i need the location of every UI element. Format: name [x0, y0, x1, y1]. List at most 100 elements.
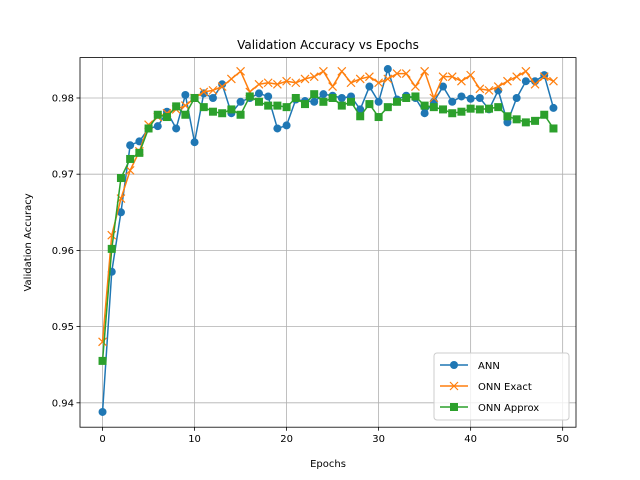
ann-point — [172, 124, 181, 133]
onn-approx-legend-label: ONN Approx — [478, 403, 539, 414]
onn-approx-point — [328, 93, 337, 102]
ann-point — [310, 97, 319, 106]
ann-point — [457, 92, 466, 101]
onn-approx-point — [310, 90, 319, 99]
onn-approx-point — [494, 103, 503, 112]
onn-approx-point — [549, 124, 558, 133]
ann-legend-marker — [450, 361, 458, 369]
onn-approx-point — [383, 103, 392, 112]
onn-approx-point — [236, 110, 245, 119]
onn-exact-point — [374, 78, 384, 88]
onn-exact-point — [484, 85, 494, 95]
onn-approx-series — [98, 90, 558, 365]
onn-approx-point — [181, 110, 190, 119]
onn-approx-point — [374, 113, 383, 122]
plot-series — [98, 65, 558, 416]
onn-approx-point — [475, 105, 484, 114]
onn-approx-point — [126, 154, 135, 163]
ann-point — [420, 109, 429, 118]
onn-approx-point — [540, 110, 549, 119]
onn-approx-point — [337, 101, 346, 110]
ann-point — [153, 122, 162, 131]
onn-approx-point — [347, 97, 356, 106]
ann-point — [319, 90, 328, 99]
x-tick-label: 10 — [188, 434, 201, 445]
ann-point — [282, 121, 291, 130]
y-tick-label: 0.96 — [52, 246, 74, 257]
ann-point — [116, 208, 125, 217]
y-tick-label: 0.98 — [52, 93, 74, 104]
onn-exact-point — [512, 72, 522, 82]
onn-exact-point — [521, 66, 531, 76]
ann-point — [475, 93, 484, 102]
onn-exact-point — [199, 87, 209, 97]
ann-point — [512, 93, 521, 102]
x-tick-label: 20 — [280, 434, 293, 445]
legend-box — [433, 352, 570, 421]
onn-exact-point — [318, 66, 328, 76]
onn-exact-point — [549, 76, 558, 86]
ann-point — [383, 65, 392, 74]
onn-approx-point — [466, 104, 475, 113]
axis-ticks: 0 10 20 30 40 50 0.94 0.95 0.96 0.97 0.98 — [52, 93, 569, 445]
x-tick-label: 0 — [99, 434, 105, 445]
x-tick-label: 30 — [372, 434, 385, 445]
onn-approx-point — [420, 101, 429, 110]
onn-approx-point — [291, 93, 300, 102]
onn-approx-point — [153, 110, 162, 119]
onn-approx-point — [402, 93, 411, 102]
grid — [80, 57, 576, 428]
onn-approx-point — [319, 97, 328, 106]
onn-exact-point — [383, 74, 393, 84]
onn-approx-point — [162, 113, 171, 122]
legend: ANN ONN Exact ONN Approx — [433, 352, 570, 421]
onn-exact-legend-label: ONN Exact — [478, 382, 532, 393]
onn-exact-legend-marker — [449, 381, 459, 391]
onn-exact-point — [226, 74, 236, 84]
onn-approx-point — [300, 100, 309, 109]
onn-approx-point — [172, 102, 181, 111]
ann-point — [254, 89, 263, 98]
onn-approx-point — [531, 116, 540, 125]
onn-exact-point — [539, 72, 549, 82]
ann-point — [365, 82, 374, 91]
onn-exact-point — [355, 74, 365, 84]
onn-exact-point — [309, 72, 319, 82]
ann-point — [374, 97, 383, 106]
onn-exact-point — [346, 78, 356, 88]
onn-exact-point — [420, 66, 430, 76]
ann-point — [356, 105, 365, 114]
onn-exact-point — [272, 79, 282, 89]
x-axis-title: Epochs — [310, 459, 346, 470]
onn-approx-legend-marker — [450, 403, 458, 411]
onn-approx-point — [411, 92, 420, 101]
onn-approx-point — [512, 115, 521, 124]
onn-exact-point — [328, 82, 338, 91]
ann-point — [337, 93, 346, 102]
onn-exact-point — [337, 66, 347, 76]
onn-approx-point — [439, 105, 448, 114]
onn-approx-point — [227, 105, 236, 114]
ann-point — [98, 407, 107, 416]
plot-area-frame — [79, 57, 577, 428]
onn-exact-point — [180, 101, 190, 111]
ann-point — [448, 97, 457, 106]
onn-approx-point — [282, 103, 291, 112]
onn-exact-point — [457, 76, 466, 86]
onn-approx-point — [521, 118, 530, 127]
y-tick-label: 0.97 — [52, 170, 74, 181]
onn-exact-point — [466, 70, 476, 80]
onn-approx-point — [208, 107, 217, 116]
onn-approx-point — [356, 112, 365, 121]
ann-point — [236, 97, 245, 106]
onn-exact-point — [401, 69, 411, 79]
ann-point — [503, 118, 512, 127]
ann-point — [218, 80, 227, 89]
onn-approx-point — [199, 103, 208, 112]
chart-title: Validation Accuracy vs Epochs — [237, 38, 419, 52]
onn-approx-point — [218, 109, 227, 118]
y-axis-title: Validation Accuracy — [23, 193, 34, 291]
onn-exact-point — [217, 82, 227, 91]
y-tick-label: 0.94 — [52, 398, 74, 409]
